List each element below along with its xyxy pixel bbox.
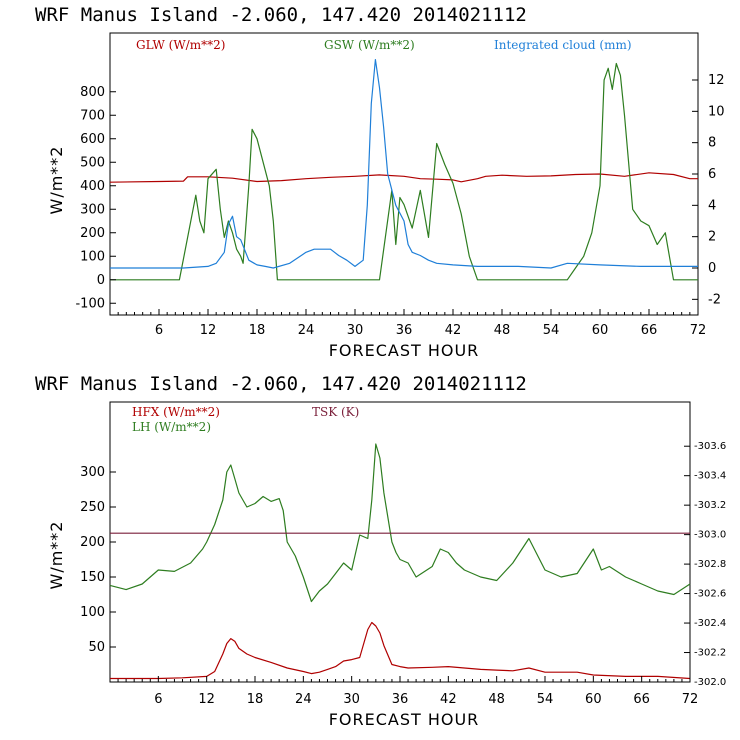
y-tick-label: 100 bbox=[80, 605, 105, 620]
chart-top-legend: GLW (W/m**2) GSW (W/m**2) Integrated cloud… bbox=[136, 38, 632, 52]
y-tick-label: 300 bbox=[80, 465, 105, 480]
y2-tick-label: 6 bbox=[708, 167, 716, 182]
y-tick-label: 0 bbox=[97, 273, 105, 288]
x-tick-label: 48 bbox=[488, 692, 505, 707]
y2-tick-label: -302.0 bbox=[694, 677, 726, 688]
y-tick-label: 100 bbox=[80, 249, 105, 264]
x-tick-label: 66 bbox=[633, 692, 650, 707]
x-tick-label: 6 bbox=[154, 692, 162, 707]
chart-bottom-legend: HFX (W/m**2)LH (W/m**2) TSK (K) bbox=[132, 405, 359, 434]
x-tick-label: 30 bbox=[343, 692, 360, 707]
x-tick-label: 42 bbox=[440, 692, 457, 707]
y-tick-label: 50 bbox=[88, 640, 105, 655]
y-tick-label: 200 bbox=[80, 226, 105, 241]
y-tick-label: 800 bbox=[80, 85, 105, 100]
y2-tick-label: 8 bbox=[708, 136, 716, 151]
y2-tick-label: 10 bbox=[708, 104, 725, 119]
chart-bottom-ylabel: W/m**2 bbox=[47, 521, 66, 590]
y2-tick-label: -302.6 bbox=[694, 589, 726, 600]
legend-entry: Integrated cloud (mm) bbox=[494, 38, 632, 52]
y2-tick-label: -302.8 bbox=[694, 559, 726, 570]
x-tick-label: 36 bbox=[392, 692, 409, 707]
x-tick-label: 72 bbox=[682, 692, 699, 707]
x-tick-label: 54 bbox=[543, 323, 560, 338]
x-tick-label: 12 bbox=[198, 692, 215, 707]
y2-tick-label: -303.2 bbox=[694, 500, 726, 511]
x-tick-label: 24 bbox=[295, 692, 312, 707]
y-tick-label: 500 bbox=[80, 155, 105, 170]
chart-bottom: WRF Manus Island -2.060, 147.420 2014021… bbox=[35, 373, 726, 729]
series-line bbox=[109, 443, 691, 603]
x-tick-label: 18 bbox=[247, 692, 264, 707]
y-tick-label: 400 bbox=[80, 179, 105, 194]
chart-top-ylabel: W/m**2 bbox=[47, 146, 66, 215]
y2-tick-label: -302.2 bbox=[694, 648, 726, 659]
x-tick-label: 12 bbox=[200, 323, 217, 338]
x-tick-label: 54 bbox=[537, 692, 554, 707]
legend-entry: HFX (W/m**2) bbox=[132, 405, 220, 419]
chart-bottom-plot-frame bbox=[109, 401, 691, 683]
x-tick-label: 48 bbox=[494, 323, 511, 338]
legend-entry: TSK (K) bbox=[312, 405, 359, 419]
x-tick-label: 24 bbox=[298, 323, 315, 338]
legend-entry: GLW (W/m**2) bbox=[136, 38, 225, 52]
chart-top-xlabel: FORECAST HOUR bbox=[329, 341, 480, 360]
y2-tick-label: 2 bbox=[708, 230, 716, 245]
y-tick-label: 300 bbox=[80, 202, 105, 217]
y-tick-label: 200 bbox=[80, 535, 105, 550]
y-tick-label: 250 bbox=[80, 500, 105, 515]
y2-tick-label: -303.6 bbox=[694, 441, 726, 452]
x-tick-label: 60 bbox=[585, 692, 602, 707]
y2-tick-label: -302.4 bbox=[694, 618, 726, 629]
chart-bottom-title: WRF Manus Island -2.060, 147.420 2014021… bbox=[35, 373, 527, 395]
y-tick-label: 150 bbox=[80, 570, 105, 585]
y2-tick-label: -2 bbox=[708, 292, 721, 307]
chart-top: WRF Manus Island -2.060, 147.420 2014021… bbox=[35, 4, 725, 360]
y2-tick-label: -303.0 bbox=[694, 530, 726, 541]
series-line bbox=[110, 58, 698, 269]
x-tick-label: 30 bbox=[347, 323, 364, 338]
y2-tick-label: -303.4 bbox=[694, 471, 726, 482]
x-tick-label: 42 bbox=[445, 323, 462, 338]
series-line bbox=[110, 62, 698, 281]
legend-entry: GSW (W/m**2) bbox=[324, 38, 415, 52]
chart-top-title: WRF Manus Island -2.060, 147.420 2014021… bbox=[35, 4, 527, 26]
x-tick-label: 72 bbox=[690, 323, 707, 338]
series-line bbox=[109, 172, 698, 183]
series-line bbox=[110, 621, 691, 680]
legend-entry: LH (W/m**2) bbox=[132, 420, 211, 434]
y2-tick-label: 0 bbox=[708, 261, 716, 276]
x-tick-label: 6 bbox=[155, 323, 163, 338]
x-tick-label: 66 bbox=[641, 323, 658, 338]
y-tick-label: -100 bbox=[75, 296, 105, 311]
y-tick-label: 600 bbox=[80, 132, 105, 147]
y2-tick-label: 12 bbox=[708, 73, 725, 88]
y-tick-label: 700 bbox=[80, 108, 105, 123]
x-tick-label: 36 bbox=[396, 323, 413, 338]
x-tick-label: 18 bbox=[249, 323, 266, 338]
y2-tick-label: 4 bbox=[708, 198, 716, 213]
chart-bottom-xlabel: FORECAST HOUR bbox=[329, 710, 480, 729]
x-tick-label: 60 bbox=[592, 323, 609, 338]
